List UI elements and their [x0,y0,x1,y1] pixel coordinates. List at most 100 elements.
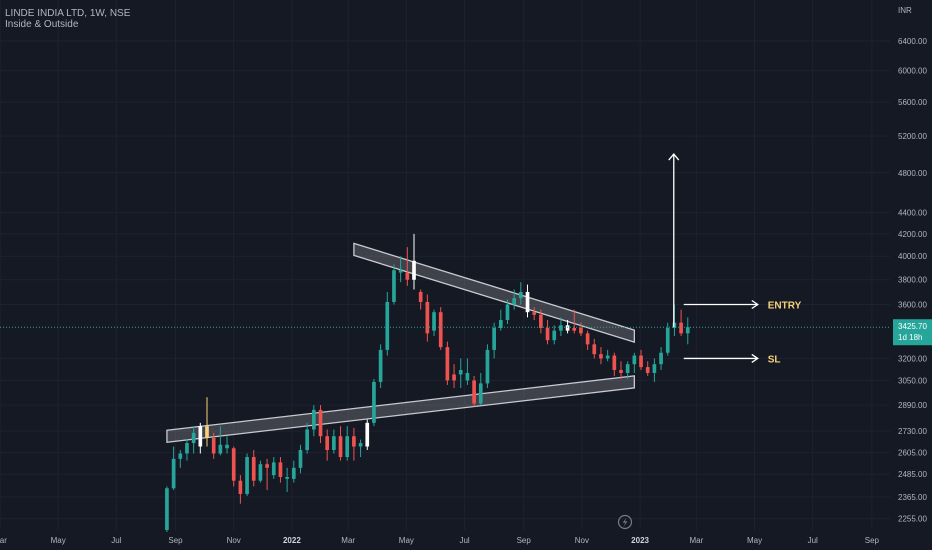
price-tag: 3425.70 1d 18h [893,319,932,346]
symbol-title[interactable]: LINDE INDIA LTD, 1W, NSE [5,8,131,19]
candle-body [685,327,690,334]
candle-body [412,260,416,280]
y-tick-label: 2730.00 [898,427,927,436]
candle-body [585,333,590,345]
x-tick-label: 2022 [283,536,301,545]
candle-body [639,355,643,368]
price-tag-value: 3425.70 [898,322,927,331]
candle-body [485,349,490,384]
x-tick-label: Mar [689,536,703,545]
candle-body [225,444,229,449]
candle-body [312,409,316,430]
flash-icon[interactable] [617,514,633,530]
y-tick-label: 3200.00 [898,354,927,363]
candle-body [679,322,683,334]
candle-body [438,312,443,348]
y-tick-label: 4000.00 [898,252,927,261]
candle-body [458,370,463,375]
candle-body [518,291,523,299]
candle-body [552,330,557,341]
y-tick-label: 2485.00 [898,470,927,479]
candle-body [565,325,570,331]
candle-body [345,436,350,458]
candle-body [398,270,403,273]
currency-label: INR [898,6,912,15]
candle-body [432,312,436,331]
candle-body [358,443,363,447]
x-tick-label: Sep [517,536,532,545]
candle-body [352,436,356,447]
candle-body [378,349,383,382]
candle-body [265,464,269,468]
x-tick-label: Jul [459,536,469,545]
candle-body [185,443,189,454]
arrow-head [751,299,759,310]
candle-body [539,314,543,328]
candle-body [472,380,476,404]
x-tick-label: Mar [341,536,355,545]
candle-body [218,444,223,454]
time-axis[interactable]: Mar May Jul Sep Nov 2022 Mar May Jul Sep Nov 2023 Ma… [0,536,880,545]
price-axis[interactable]: 6400.00 6000.00 5600.00 5200.00 4800.00 4400.… [898,37,927,524]
candle-body [245,457,249,494]
y-tick-label: 2890.00 [898,401,927,410]
candle-body [545,327,550,341]
arrow-head [751,353,759,363]
x-tick-label: Mar [0,536,7,545]
candle-body [365,422,370,447]
candle-body [231,448,236,481]
candle-body [171,458,176,489]
candlesticks [165,233,690,533]
target-arrow-head [668,153,680,161]
candle-body [498,320,503,328]
candle-body [645,367,650,373]
x-tick-label: Sep [168,536,183,545]
x-tick-label: Nov [575,536,589,545]
x-tick-label: Sep [865,536,880,545]
candle-body [579,327,583,334]
candle-body [251,457,256,481]
candle-body [238,480,243,494]
candle-body [291,467,296,479]
candle-body [559,325,563,331]
candle-body [425,301,430,334]
annotations: ENTRY SL [668,153,802,365]
candle-body [599,354,603,359]
candle-body [285,476,289,479]
candle-body [338,436,343,458]
x-tick-label: May [399,536,414,545]
candle-body [572,327,577,331]
candle-body [445,347,450,381]
candle-body [532,312,537,315]
candle-body [605,355,610,359]
candle-body [298,449,303,468]
x-tick-label: Jul [111,536,121,545]
y-tick-label: 5600.00 [898,98,927,107]
annotation-entry: ENTRY [768,300,802,311]
trend-channels [166,242,636,443]
x-tick-label: May [51,536,66,545]
candle-body [612,355,617,371]
y-tick-label: 4400.00 [898,209,927,218]
candle-body [525,291,530,313]
y-tick-label: 2365.00 [898,493,927,502]
candle-body [278,462,283,477]
candle-body [211,437,216,454]
y-tick-label: 3050.00 [898,376,927,385]
indicator-name[interactable]: Inside & Outside [5,19,79,30]
candle-body [405,272,410,280]
y-tick-label: 2255.00 [898,515,927,524]
y-tick-label: 5200.00 [898,132,927,141]
trend-band-support [166,375,636,443]
candle-body [632,355,637,365]
candle-body [318,409,323,437]
candle-body [659,352,663,365]
candle-body [305,429,309,450]
candle-body [191,432,196,444]
candle-body [178,453,183,459]
y-tick-label: 6400.00 [898,37,927,46]
candle-body [478,383,483,404]
y-tick-label: 4800.00 [898,169,927,178]
y-tick-label: 4200.00 [898,230,927,239]
